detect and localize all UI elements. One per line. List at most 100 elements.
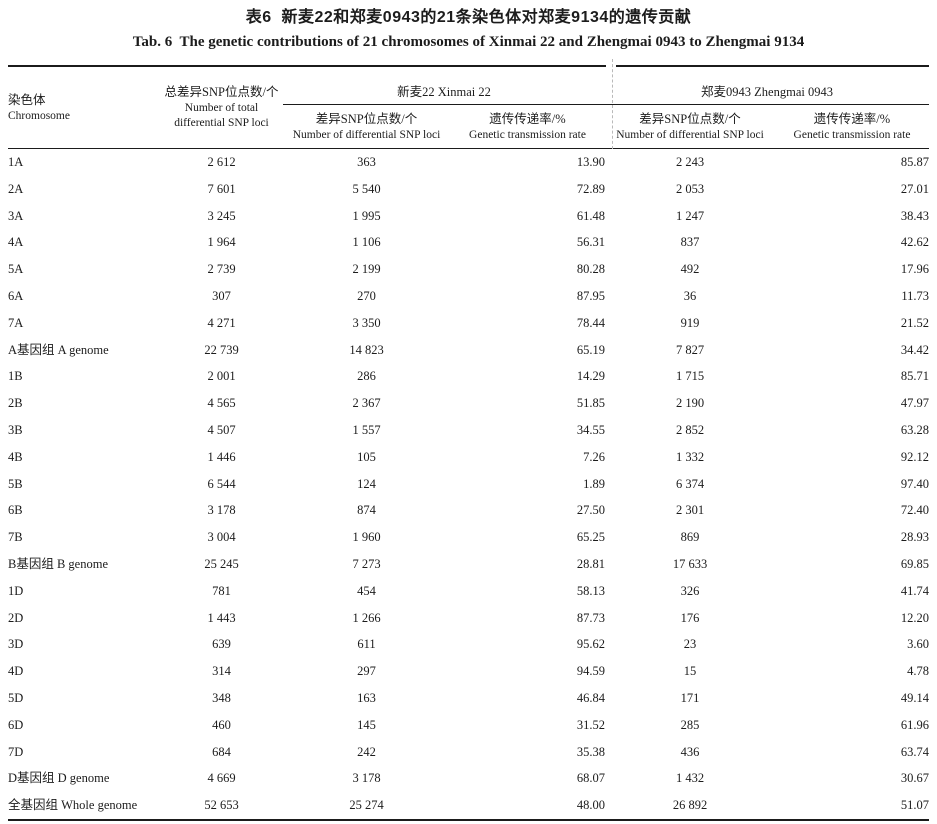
xinmai-rate-cell: 72.89 — [576, 181, 605, 196]
chromosome-cell: 2A — [8, 181, 24, 196]
xinmai-snp-cell: 124 — [357, 476, 376, 491]
chromosome-cell: B基因组 B genome — [8, 556, 108, 571]
xinmai-rate-cell: 94.59 — [576, 664, 605, 679]
xinmai-snp-cell: 874 — [357, 503, 376, 518]
table-row: 6B 3 178 874 27.50 2 301 72.40 — [8, 497, 929, 524]
zhengmai-snp-cell: 23 — [683, 637, 697, 652]
chromosome-cell: 3B — [8, 422, 23, 437]
chromosome-cell: A基因组 A genome — [8, 342, 109, 357]
chromosome-cell: 2D — [8, 610, 24, 625]
zhengmai-rate-cell: 17.96 — [900, 262, 929, 277]
zhengmai-rate-cell: 30.67 — [900, 771, 929, 786]
zhengmai-snp-cell: 176 — [680, 610, 700, 625]
xinmai-snp-cell: 1 557 — [352, 422, 381, 437]
xinmai-rate-cell: 7.26 — [583, 449, 605, 464]
top-rule-gap-artifact — [606, 64, 616, 69]
total-snp-cell: 3 004 — [207, 530, 236, 545]
chromosome-cell: 1A — [8, 155, 24, 169]
total-snp-cell: 3 245 — [207, 208, 236, 223]
xinmai-rate-cell: 46.84 — [576, 690, 605, 705]
table-row: 5A 2 739 2 199 80.28 492 17.96 — [8, 256, 929, 283]
zhengmai-snp-cell: 326 — [680, 583, 700, 598]
chromosome-cell: D基因组 D genome — [8, 771, 110, 786]
chromosome-cell: 1B — [8, 369, 23, 384]
xinmai-rate-cell: 34.55 — [576, 422, 605, 437]
xinmai-snp-cell: 3 350 — [352, 315, 381, 330]
xinmai-rate-cell: 48.00 — [450, 792, 605, 821]
table-row: 2D 1 443 1 266 87.73 176 12.20 — [8, 605, 929, 632]
table-row: 4D 314 297 94.59 15 4.78 — [8, 658, 929, 685]
chromosome-cell: 1D — [8, 583, 24, 598]
table-row: 3A 3 245 1 995 61.48 1 247 38.43 — [8, 203, 929, 230]
zhengmai-snp-cell: 171 — [680, 690, 700, 705]
zhengmai-snp-cell: 436 — [680, 744, 700, 759]
zhengmai-snp-cell: 2 243 — [675, 155, 705, 169]
table-row: B基因组 B genome 25 245 7 273 28.81 17 633 … — [8, 551, 929, 578]
zhengmai-rate-cell: 34.42 — [900, 342, 929, 357]
table-container: 染色体 Chromosome 总差异SNP位点数/个 Number of tot… — [8, 59, 929, 821]
total-snp-cell: 7 601 — [207, 181, 236, 196]
chromosome-cell: 5B — [8, 476, 23, 491]
zhengmai-snp-cell: 1 432 — [675, 771, 705, 786]
zhengmai-snp-cell: 1 715 — [675, 369, 705, 384]
table-body: 1A 2 612 363 13.90 2 243 85.87 2A 7 601 … — [8, 149, 929, 821]
total-snp-cell: 52 653 — [160, 792, 283, 821]
chromosome-cell: 5D — [8, 690, 24, 705]
zhengmai-rate-subheader: 遗传传递率/% Genetic transmission rate — [775, 104, 929, 149]
total-snp-cell: 4 507 — [207, 422, 236, 437]
table-row: 2B 4 565 2 367 51.85 2 190 47.97 — [8, 390, 929, 417]
chromosome-cell: 全基因组 Whole genome — [8, 792, 160, 821]
xinmai-rate-cell: 95.62 — [576, 637, 605, 652]
xinmai-snp-cell: 1 960 — [352, 530, 381, 545]
table-row: 3B 4 507 1 557 34.55 2 852 63.28 — [8, 417, 929, 444]
xinmai-snp-cell: 611 — [357, 637, 376, 652]
genetic-contribution-table: 染色体 Chromosome 总差异SNP位点数/个 Number of tot… — [8, 65, 929, 821]
xinmai-snp-cell: 3 178 — [352, 771, 381, 786]
xinmai-group-header: 新麦22 Xinmai 22 — [283, 65, 605, 105]
xinmai-snp-cell: 286 — [357, 369, 376, 384]
total-snp-cell: 4 669 — [207, 771, 236, 786]
xinmai-rate-cell: 51.85 — [576, 396, 605, 411]
xinmai-snp-cell: 270 — [357, 288, 376, 303]
zhengmai-rate-cell: 3.60 — [907, 637, 929, 652]
zhengmai-rate-cell: 85.71 — [900, 369, 929, 384]
xinmai-snp-cell: 242 — [357, 744, 376, 759]
zhengmai-snp-cell: 36 — [683, 288, 697, 303]
zhengmai-rate-cell: 4.78 — [907, 664, 929, 679]
xinmai-rate-cell: 87.95 — [576, 288, 605, 303]
zhengmai-snp-subheader: 差异SNP位点数/个 Number of differential SNP lo… — [605, 104, 775, 149]
table-row: 2A 7 601 5 540 72.89 2 053 27.01 — [8, 176, 929, 203]
zhengmai-rate-cell: 61.96 — [900, 717, 929, 732]
zhengmai-rate-cell: 72.40 — [900, 503, 929, 518]
total-snp-cell: 25 245 — [204, 556, 239, 571]
chromosome-cell: 4B — [8, 449, 23, 464]
zhengmai-snp-cell: 2 053 — [675, 181, 705, 196]
xinmai-snp-cell: 14 823 — [349, 342, 384, 357]
zhengmai-rate-cell: 63.74 — [900, 744, 929, 759]
table-row: 1A 2 612 363 13.90 2 243 85.87 — [8, 149, 929, 176]
xinmai-snp-cell: 25 274 — [283, 792, 450, 821]
chromosome-cell: 4D — [8, 664, 24, 679]
xinmai-rate-cell: 61.48 — [576, 208, 605, 223]
xinmai-rate-cell: 87.73 — [576, 610, 605, 625]
chromosome-cell: 7D — [8, 744, 24, 759]
xinmai-snp-cell: 163 — [357, 690, 376, 705]
zhengmai-snp-cell: 837 — [680, 235, 700, 250]
table-row: A基因组 A genome 22 739 14 823 65.19 7 827 … — [8, 337, 929, 364]
zhengmai-rate-cell: 27.01 — [900, 181, 929, 196]
zhengmai-snp-cell: 7 827 — [675, 342, 705, 357]
zhengmai-rate-cell: 63.28 — [900, 422, 929, 437]
chromosome-cell: 5A — [8, 262, 24, 277]
zhengmai-snp-cell: 6 374 — [675, 476, 705, 491]
total-snp-cell: 6 544 — [207, 476, 236, 491]
chromosome-cell: 7A — [8, 315, 24, 330]
xinmai-rate-cell: 27.50 — [576, 503, 605, 518]
total-snp-cell: 781 — [212, 583, 231, 598]
xinmai-rate-cell: 28.81 — [576, 556, 605, 571]
zhengmai-rate-cell: 38.43 — [900, 208, 929, 223]
chromosome-cell: 3D — [8, 637, 24, 652]
chromosome-header-en: Chromosome — [8, 109, 70, 122]
xinmai-rate-cell: 1.89 — [583, 476, 605, 491]
zhengmai-snp-cell: 15 — [683, 664, 697, 679]
